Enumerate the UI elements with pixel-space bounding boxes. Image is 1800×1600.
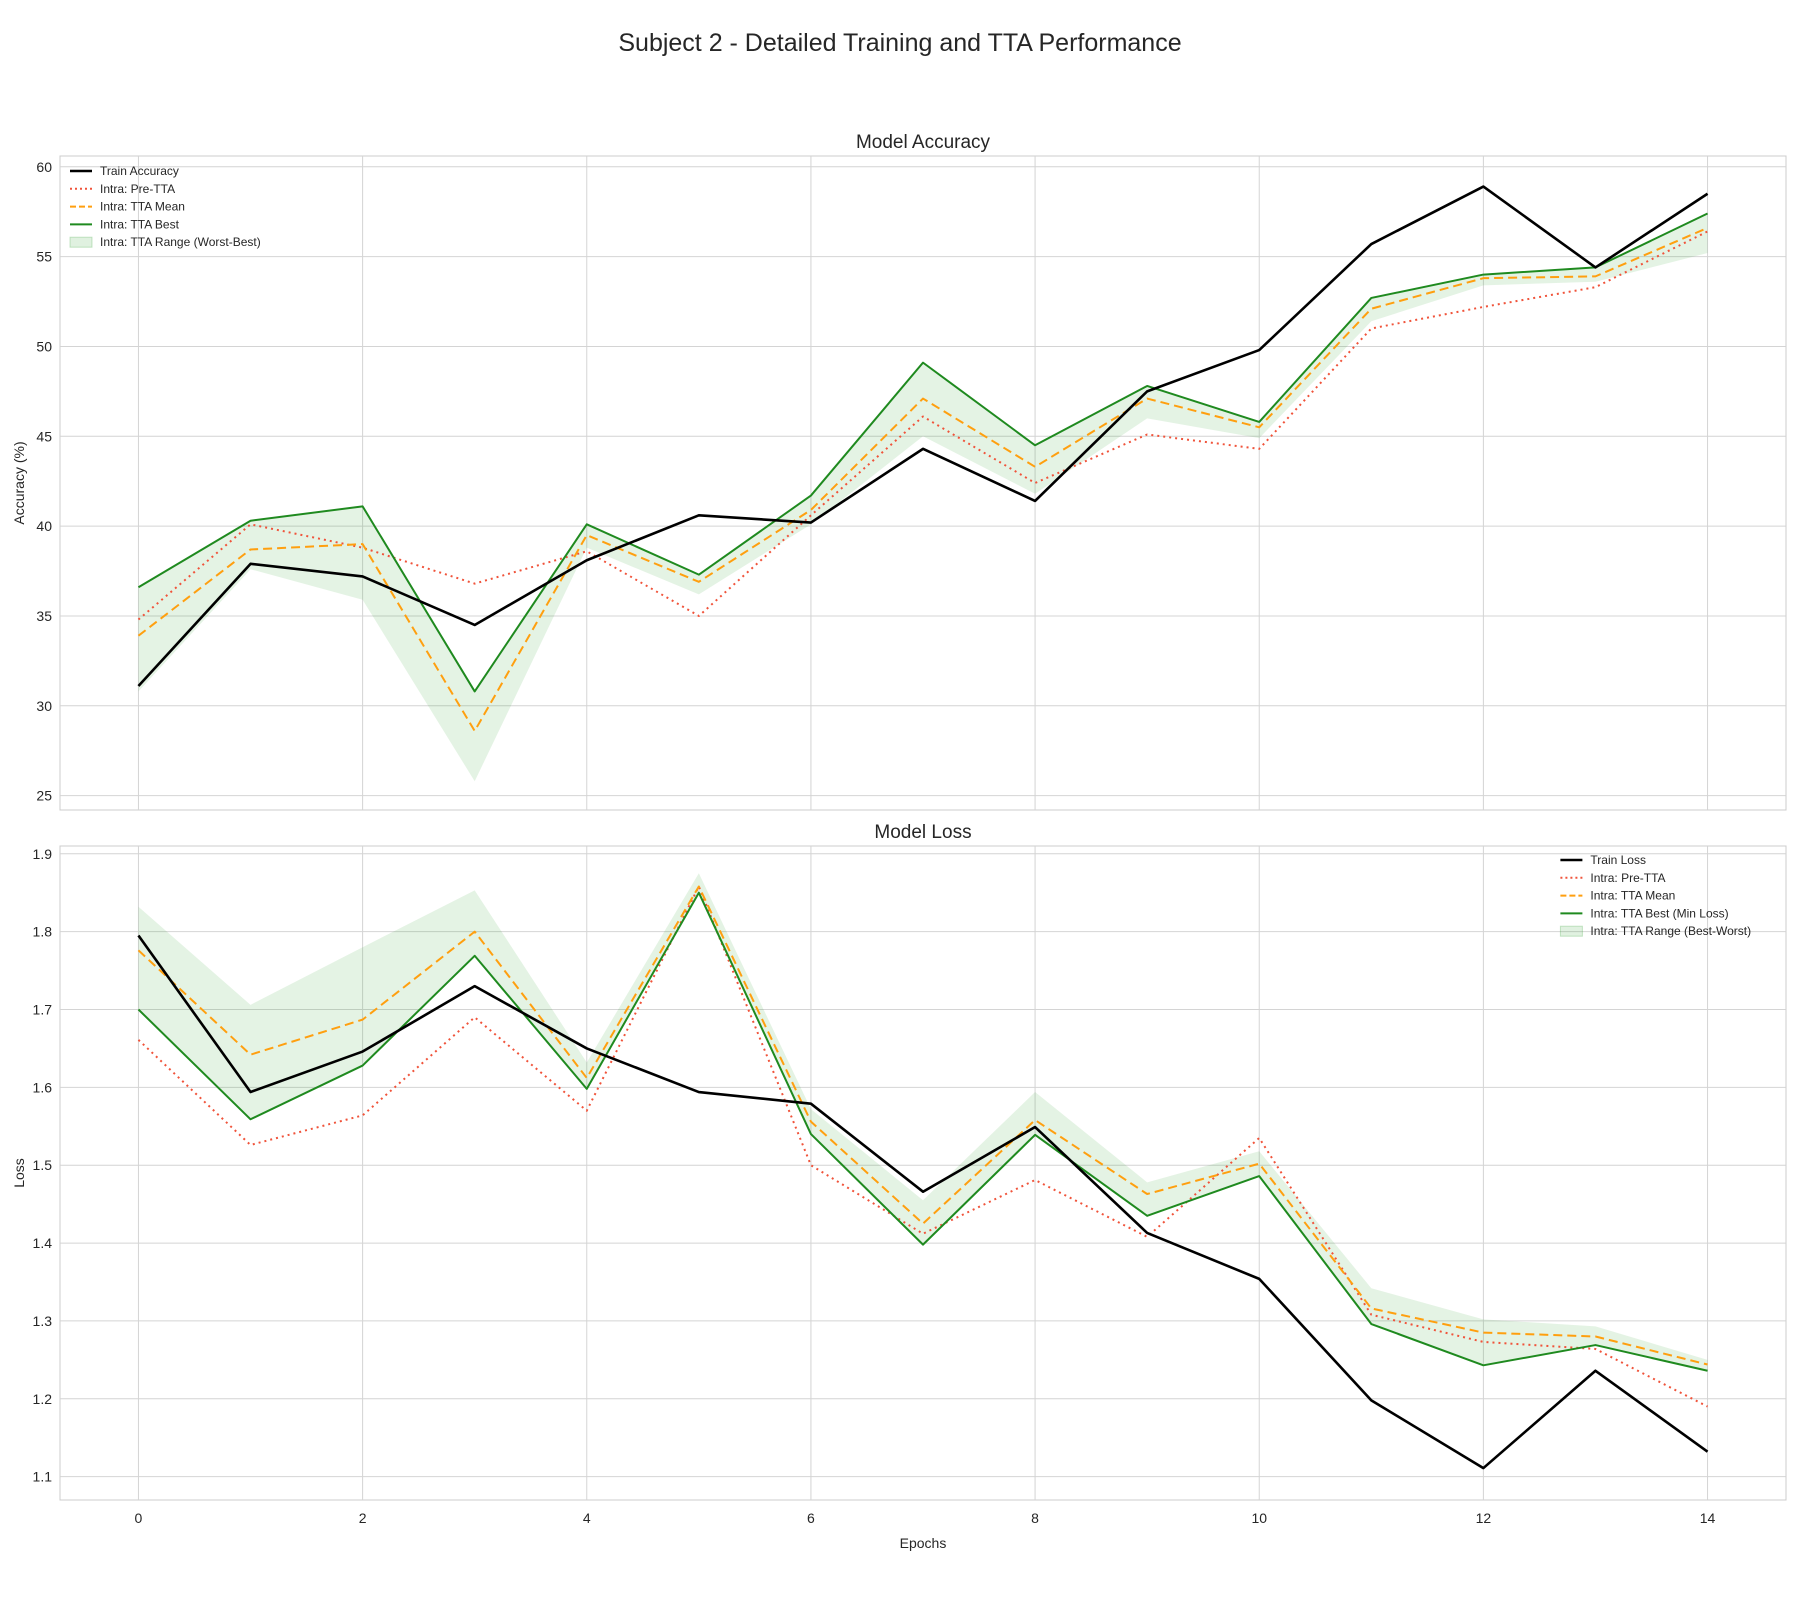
y-tick-label: 1.7 [33,1002,53,1018]
legend-label: Intra: TTA Best [100,217,180,231]
y-tick-label: 1.2 [33,1391,53,1407]
legend: Train Loss Intra: Pre-TTA Intra: TTA Mean I… [1559,853,1751,938]
series-line-intra-pre-tta [137,885,1709,1408]
series-line-intra-tta-mean [137,226,1708,732]
x-tick-label: 8 [1031,1510,1039,1526]
plot-area [59,845,1787,1501]
x-tick-label: 14 [1700,1510,1716,1526]
legend-label: Intra: TTA Mean [1590,889,1675,903]
chart-title: Model Loss [874,822,971,843]
tta-range-band [138,873,1708,1371]
plot-area [59,155,1787,811]
y-tick-label: 30 [36,698,52,714]
y-tick-label: 25 [36,788,52,804]
x-tick-label: 2 [359,1510,367,1526]
x-tick-label: 6 [807,1510,815,1526]
y-tick-label: 1.3 [33,1313,53,1329]
series-line-train-loss [137,934,1709,1470]
y-tick-label: 60 [36,159,52,175]
chart-panel-1: 25 30 35 40 45 50 55 60 Model Accuracy Accuracy (… [11,132,1787,811]
y-axis-label: Loss [11,1158,27,1188]
y-tick-label: 1.4 [33,1235,53,1251]
chart-panel-2: 1.1 1.2 1.3 1.4 1.5 1.6 1.7 1.8 1.9 0 2 4 6 8 10 12 14 Mo… [11,822,1787,1551]
y-tick-label: 50 [36,338,52,354]
x-axis-label: Epochs [900,1535,947,1551]
legend-swatch [1559,925,1583,937]
legend-label: Intra: TTA Range (Worst-Best) [100,235,261,249]
figure-title: Subject 2 - Detailed Training and TTA Pe… [618,29,1181,57]
y-tick-label: 55 [36,249,52,265]
legend-swatch [69,236,93,248]
tta-range-band [138,213,1708,782]
y-tick-label: 1.5 [33,1157,53,1173]
legend-label: Intra: Pre-TTA [100,182,175,196]
series-line-intra-tta-mean [137,885,1708,1366]
legend-label: Train Accuracy [100,164,179,178]
series-line-intra-pre-tta [137,230,1708,621]
legend-label: Intra: TTA Mean [100,200,185,214]
y-tick-label: 35 [36,608,52,624]
y-tick-label: 1.1 [33,1469,53,1485]
y-tick-label: 1.8 [33,924,53,940]
x-tick-label: 0 [135,1510,143,1526]
y-tick-label: 45 [36,428,52,444]
series-line-intra-tta-best [137,212,1708,693]
legend-label: Intra: TTA Range (Best-Worst) [1590,924,1751,938]
x-tick-label: 10 [1251,1510,1267,1526]
y-tick-label: 40 [36,518,52,534]
y-tick-label: 1.9 [33,846,53,862]
legend-label: Train Loss [1590,853,1646,867]
legend-label: Intra: Pre-TTA [1590,871,1665,885]
legend: Train Accuracy Intra: Pre-TTA Intra: TTA M… [69,164,261,249]
legend-label: Intra: TTA Best (Min Loss) [1590,906,1728,920]
x-tick-label: 4 [583,1510,591,1526]
y-axis-label: Accuracy (%) [11,441,27,524]
x-tick-label: 12 [1476,1510,1492,1526]
series-line-train-accuracy [137,185,1709,687]
y-tick-label: 1.6 [33,1079,53,1095]
chart-title: Model Accuracy [856,132,991,153]
